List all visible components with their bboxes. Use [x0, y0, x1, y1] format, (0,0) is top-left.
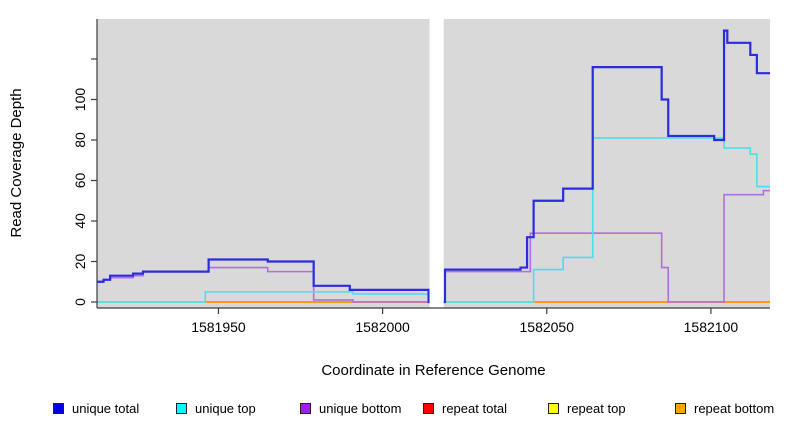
- legend-swatch-unique-top: [176, 402, 187, 414]
- legend-swatch-repeat-top: [548, 402, 559, 414]
- x-tick-label-1582050: 1582050: [520, 319, 575, 335]
- series-line-unique-total: [97, 29, 770, 304]
- coverage-chart-canvas: 0 20 40 60 80 100 1581950 1582000 1582050 1582100: [72, 19, 770, 335]
- legend-item-unique-top: unique top: [176, 400, 256, 416]
- series-line-unique-bottom: [97, 189, 770, 303]
- chart-legend: unique total unique top unique bottom repea…: [0, 400, 792, 420]
- legend-item-unique-bottom: unique bottom: [300, 400, 401, 416]
- y-tick-label-20: 20: [72, 254, 88, 270]
- masked-gap-region: [429, 19, 444, 308]
- x-tick-label-1581950: 1581950: [191, 319, 246, 335]
- legend-item-repeat-total: repeat total: [423, 400, 507, 416]
- legend-swatch-unique-bottom: [300, 402, 311, 414]
- legend-label-repeat-total: repeat total: [442, 400, 508, 416]
- y-tick-label-0: 0: [72, 298, 88, 306]
- legend-swatch-repeat-bottom: [675, 402, 686, 414]
- legend-label-repeat-bottom: repeat bottom: [694, 400, 775, 416]
- y-tick-label-80: 80: [72, 132, 88, 148]
- x-axis-title: Coordinate in Reference Genome: [321, 362, 546, 379]
- legend-swatch-unique-total: [53, 402, 64, 414]
- legend-item-unique-total: unique total: [53, 400, 139, 416]
- y-tick-label-100: 100: [72, 88, 88, 112]
- legend-label-unique-top: unique top: [195, 400, 256, 416]
- legend-item-repeat-bottom: repeat bottom: [675, 400, 774, 416]
- legend-label-repeat-top: repeat top: [567, 400, 626, 416]
- series-line-unique-top: [97, 137, 770, 303]
- legend-label-unique-bottom: unique bottom: [319, 400, 402, 416]
- y-tick-label-40: 40: [72, 213, 88, 229]
- x-tick-label-1582100: 1582100: [684, 319, 739, 335]
- x-tick-label-1582000: 1582000: [355, 319, 410, 335]
- legend-swatch-repeat-total: [423, 402, 434, 414]
- legend-label-unique-total: unique total: [72, 400, 140, 416]
- y-tick-label-60: 60: [72, 173, 88, 189]
- legend-item-repeat-top: repeat top: [548, 400, 626, 416]
